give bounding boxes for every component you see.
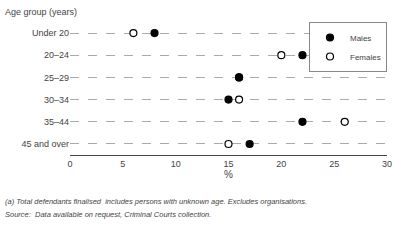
svg-text:%: % <box>224 169 233 180</box>
svg-text:(a) Total defendants finalised: (a) Total defendants finalised includes … <box>5 197 307 206</box>
svg-text:25: 25 <box>329 159 339 169</box>
svg-text:Age group (years): Age group (years) <box>5 7 77 17</box>
svg-text:Source: Data available on req: Source: Data available on request, Crimi… <box>5 210 211 219</box>
svg-text:5: 5 <box>120 159 125 169</box>
svg-text:35–44: 35–44 <box>44 117 69 127</box>
svg-text:25–29: 25–29 <box>44 73 69 83</box>
svg-text:30: 30 <box>382 159 392 169</box>
svg-text:0: 0 <box>67 159 72 169</box>
svg-text:10: 10 <box>171 159 181 169</box>
svg-text:20–24: 20–24 <box>44 50 69 60</box>
svg-text:45 and over: 45 and over <box>21 139 69 149</box>
svg-text:Females: Females <box>350 53 381 62</box>
svg-text:Under 20: Under 20 <box>32 28 69 38</box>
svg-text:20: 20 <box>276 159 286 169</box>
svg-text:Males: Males <box>350 34 371 43</box>
svg-text:15: 15 <box>223 159 233 169</box>
svg-text:30–34: 30–34 <box>44 95 69 105</box>
